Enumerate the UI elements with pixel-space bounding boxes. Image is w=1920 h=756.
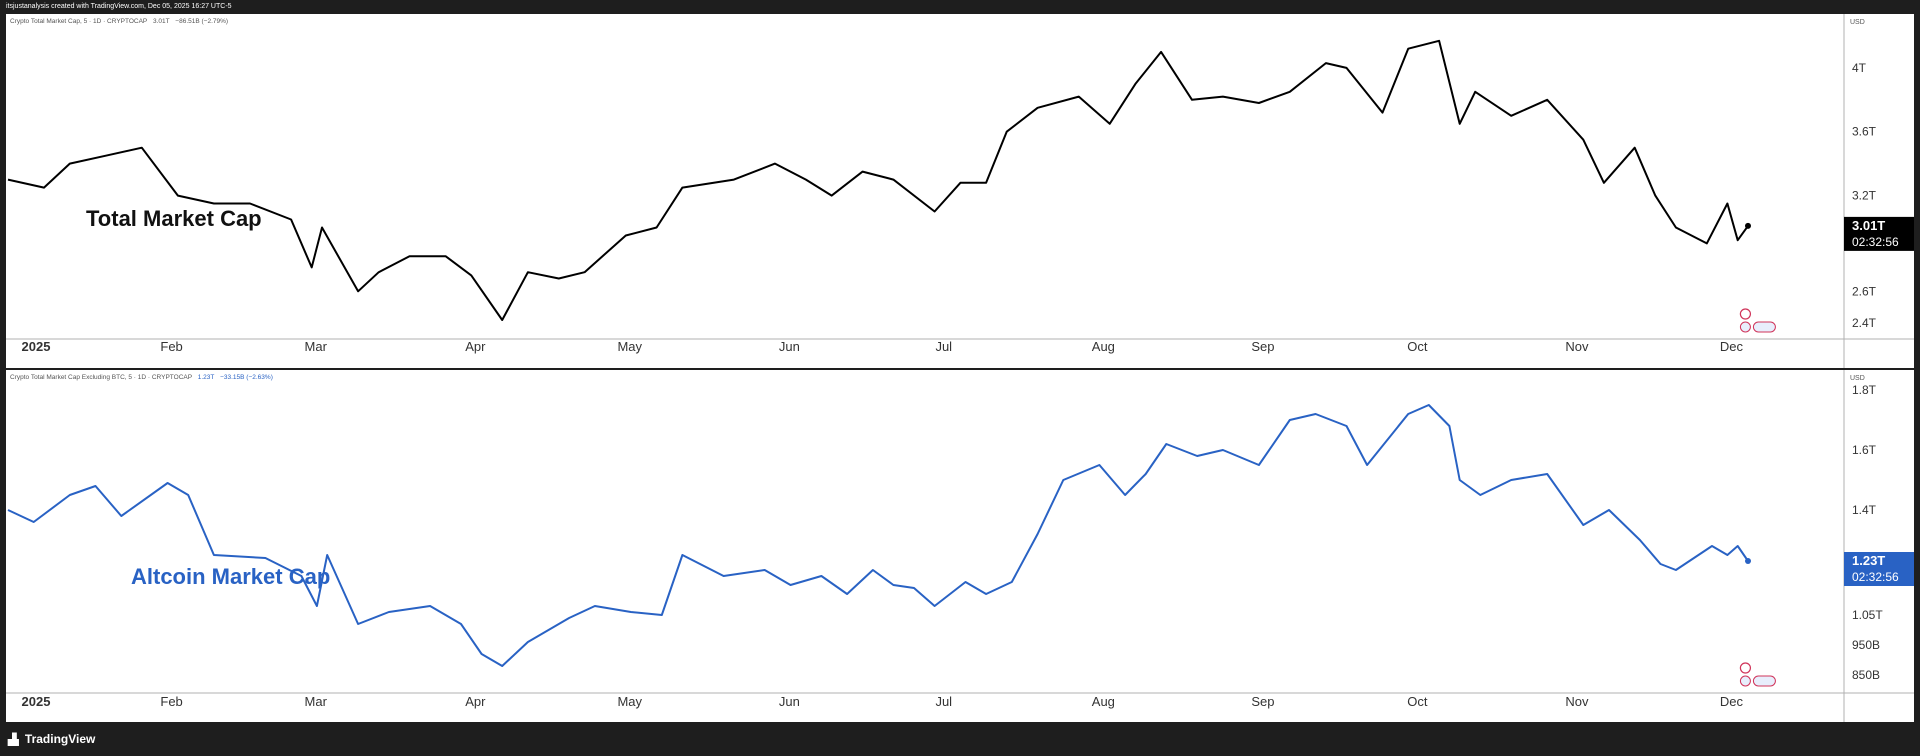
x-tick-label: Nov (1565, 694, 1589, 709)
x-tick-label: Jul (935, 339, 952, 354)
x-tick-label: Sep (1251, 339, 1274, 354)
altcoin-market-cap-chart[interactable]: USD 850B 950B 1.05T 1.4T 1.6T 1.8T 2025 Feb Mar Ap… (6, 370, 1914, 722)
x-tick-label: Feb (160, 694, 182, 709)
total-legend-change: −86.51B (−2.79%) (175, 18, 229, 25)
y-tick-label: 1.8T (1852, 383, 1877, 397)
y-tick-label: 3.2T (1852, 189, 1877, 203)
last-price-value: 3.01T (1852, 218, 1885, 233)
altcoin-market-cap-pane: Crypto Total Market Cap Excluding BTC, 5… (6, 370, 1914, 722)
last-price-badge (1844, 216, 1914, 251)
y-tick-label: 2.6T (1852, 284, 1877, 298)
total-market-cap-chart[interactable]: USD 2.4T 2.6T 3.2T 3.6T 4T 2025 Feb Mar Apr May Jun… (6, 14, 1914, 368)
us-flag-event-icon[interactable] (1739, 321, 1751, 333)
x-tick-label: Jun (779, 694, 800, 709)
y-tick-label: 1.05T (1852, 608, 1883, 622)
x-tick-label: Mar (305, 694, 328, 709)
x-tick-label: Oct (1407, 694, 1428, 709)
x-tick-label: Sep (1251, 694, 1274, 709)
x-tick-label: Aug (1092, 694, 1115, 709)
x-tick-label: Apr (465, 694, 486, 709)
chart-annotation: Altcoin Market Cap (131, 564, 330, 589)
x-tick-label: Dec (1720, 339, 1744, 354)
chart-annotation: Total Market Cap (86, 206, 262, 231)
altcoin-legend-change: −33.15B (−2.63%) (220, 374, 273, 381)
x-tick-label: May (617, 694, 642, 709)
x-tick-label: Aug (1092, 339, 1115, 354)
y-tick-label: 3.6T (1852, 125, 1877, 139)
x-tick-label: Dec (1720, 694, 1744, 709)
y-tick-label: 4T (1852, 61, 1867, 75)
x-tick-label: Feb (160, 339, 182, 354)
countdown-timer: 02:32:56 (1852, 570, 1899, 584)
total-legend-title: Crypto Total Market Cap, 5 · 1D · CRYPTO… (10, 18, 148, 25)
currency-label: USD (1850, 19, 1865, 26)
x-tick-label: Apr (465, 339, 486, 354)
last-price-badge (1844, 552, 1914, 586)
y-tick-label: 1.4T (1852, 503, 1877, 517)
x-tick-label: Mar (305, 339, 328, 354)
tradingview-logo[interactable]: ▟▖ TradingView (8, 732, 95, 746)
series-line[interactable] (7, 404, 1749, 667)
x-tick-label: Jun (779, 339, 800, 354)
last-point-marker (1745, 558, 1751, 564)
total-market-cap-pane: Crypto Total Market Cap, 5 · 1D · CRYPTO… (6, 14, 1914, 368)
altcoin-market-cap-legend: Crypto Total Market Cap Excluding BTC, 5… (10, 374, 273, 381)
dividend-event-icon[interactable] (1739, 662, 1752, 674)
countdown-timer: 02:32:56 (1852, 235, 1899, 249)
us-flag-events-group-icon[interactable] (1752, 675, 1776, 687)
x-tick-label: Jul (935, 694, 952, 709)
last-point-marker (1745, 222, 1751, 229)
y-tick-label: 1.6T (1852, 443, 1877, 457)
chart-header-credit: itsjustanalysis created with TradingView… (0, 0, 1920, 14)
total-legend-value: 3.01T (152, 18, 170, 25)
last-price-value: 1.23T (1852, 553, 1885, 568)
footer-bar: ▟▖ TradingView (0, 722, 1920, 756)
us-flag-events-group-icon[interactable] (1752, 321, 1776, 333)
total-market-cap-legend: Crypto Total Market Cap, 5 · 1D · CRYPTO… (10, 18, 228, 25)
x-tick-label: Oct (1407, 339, 1428, 354)
dividend-event-icon[interactable] (1739, 308, 1752, 320)
x-tick-label: 2025 (22, 694, 51, 709)
x-tick-label: 2025 (22, 339, 51, 354)
tradingview-logo-icon: ▟▖ (8, 733, 23, 746)
y-tick-label: 850B (1852, 668, 1880, 682)
series-line[interactable] (7, 39, 1749, 321)
x-tick-label: May (617, 339, 642, 354)
us-flag-event-icon[interactable] (1739, 675, 1751, 687)
altcoin-legend-value: 1.23T (197, 374, 215, 381)
y-tick-label: 950B (1852, 638, 1880, 652)
currency-label: USD (1850, 375, 1865, 382)
x-tick-label: Nov (1565, 339, 1589, 354)
altcoin-legend-title: Crypto Total Market Cap Excluding BTC, 5… (10, 374, 192, 381)
tradingview-brand: TradingView (24, 732, 96, 746)
y-tick-label: 2.4T (1852, 316, 1877, 330)
